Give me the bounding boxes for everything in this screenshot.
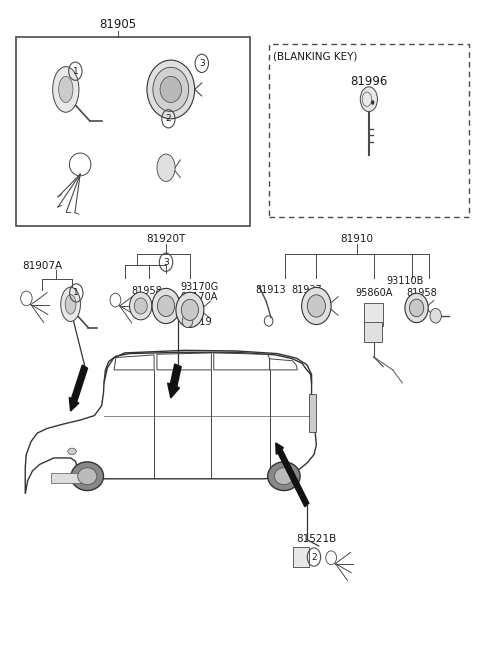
- Text: 3: 3: [163, 258, 169, 267]
- FancyBboxPatch shape: [16, 37, 250, 227]
- Text: 3: 3: [199, 59, 204, 68]
- Ellipse shape: [68, 448, 76, 455]
- FancyArrow shape: [69, 365, 87, 411]
- Bar: [293, 547, 309, 567]
- Text: 81521B: 81521B: [296, 534, 336, 544]
- Text: 93110B: 93110B: [386, 276, 423, 286]
- Text: 81958: 81958: [132, 286, 162, 296]
- Ellipse shape: [181, 299, 199, 320]
- Ellipse shape: [157, 295, 175, 316]
- Bar: [51, 473, 83, 483]
- Ellipse shape: [153, 67, 189, 111]
- Ellipse shape: [360, 87, 377, 111]
- Text: 81910: 81910: [340, 234, 373, 244]
- Ellipse shape: [130, 292, 152, 320]
- Bar: [309, 394, 316, 432]
- Ellipse shape: [268, 462, 300, 491]
- Text: 81920T: 81920T: [146, 234, 186, 244]
- Ellipse shape: [182, 314, 193, 328]
- Ellipse shape: [176, 292, 204, 328]
- Ellipse shape: [371, 100, 374, 104]
- Text: 2: 2: [166, 114, 171, 123]
- Text: 2: 2: [311, 553, 317, 561]
- Ellipse shape: [152, 288, 180, 324]
- Ellipse shape: [307, 295, 325, 317]
- Ellipse shape: [61, 288, 81, 322]
- Text: 95860A: 95860A: [355, 288, 392, 298]
- Text: 1: 1: [72, 67, 78, 76]
- Ellipse shape: [65, 295, 76, 314]
- Text: 81905: 81905: [100, 18, 137, 31]
- Text: 81937: 81937: [291, 285, 322, 295]
- Ellipse shape: [409, 299, 424, 317]
- Text: 81907A: 81907A: [22, 261, 62, 271]
- Text: 93170G: 93170G: [180, 282, 218, 292]
- Ellipse shape: [78, 468, 97, 485]
- Ellipse shape: [405, 293, 428, 323]
- Ellipse shape: [301, 288, 331, 325]
- Text: 93170A: 93170A: [181, 292, 218, 302]
- Ellipse shape: [53, 67, 79, 112]
- Ellipse shape: [147, 60, 195, 119]
- Text: (BLANKING KEY): (BLANKING KEY): [274, 52, 358, 62]
- Text: 81919: 81919: [182, 317, 212, 328]
- Bar: [364, 303, 383, 326]
- Ellipse shape: [157, 154, 175, 181]
- Ellipse shape: [59, 77, 73, 102]
- Bar: [364, 322, 382, 342]
- Text: 81913: 81913: [256, 285, 287, 295]
- Ellipse shape: [71, 462, 104, 491]
- FancyArrow shape: [168, 364, 181, 398]
- Text: 81958: 81958: [406, 288, 437, 298]
- Ellipse shape: [160, 77, 181, 102]
- Text: 81996: 81996: [350, 75, 387, 88]
- Ellipse shape: [134, 298, 147, 314]
- FancyArrow shape: [276, 443, 309, 507]
- Ellipse shape: [430, 309, 442, 323]
- Text: 1: 1: [73, 288, 79, 297]
- Ellipse shape: [275, 468, 293, 485]
